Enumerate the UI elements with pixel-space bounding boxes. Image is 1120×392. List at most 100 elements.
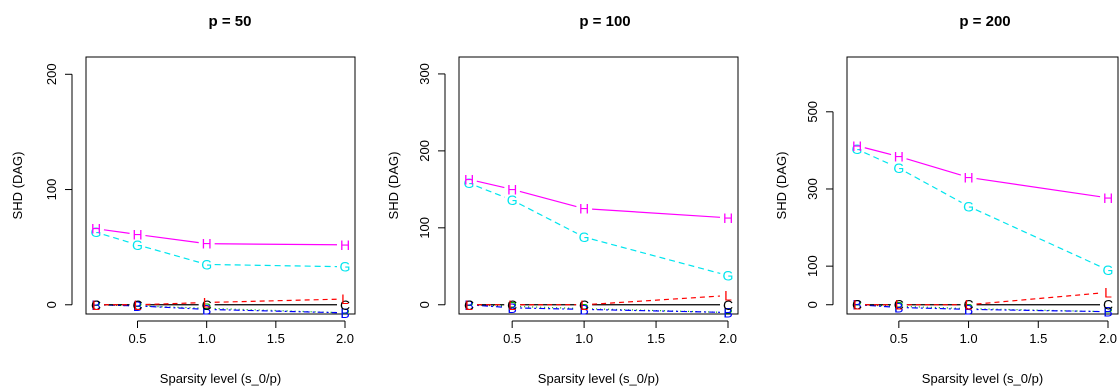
data-point-marker: L (1104, 284, 1112, 300)
x-tick-label: 2.0 (1099, 331, 1117, 346)
series-segment (145, 234, 199, 244)
series-segment (976, 308, 1101, 313)
data-point-marker: P (894, 298, 903, 314)
series-segment (214, 263, 338, 268)
data-point-marker: H (963, 169, 973, 185)
x-tick-label: 0.5 (890, 331, 908, 346)
data-point-marker: C (464, 297, 474, 313)
data-point-marker: B (894, 299, 903, 315)
data-point-marker: L (965, 297, 973, 313)
series-segment (145, 305, 199, 310)
data-point-marker: B (964, 301, 973, 317)
panel-3: p = 200 0.5 1.0 1.5 2.0 Sparsity level (s_0/p… (774, 13, 1119, 386)
y-tick-label: 100 (805, 255, 820, 277)
data-point-marker: H (894, 149, 904, 165)
data-point-marker: P (1103, 304, 1112, 320)
data-point-marker: P (464, 297, 473, 313)
series-segment (214, 308, 338, 314)
x-axis-label: Sparsity level (s_0/p) (922, 371, 1043, 386)
data-point-marker: G (579, 229, 590, 245)
data-point-marker: L (92, 297, 100, 313)
data-point-marker: P (91, 297, 100, 313)
series-segment (864, 151, 892, 166)
series-segment (214, 307, 338, 314)
y-tick-label: 200 (417, 140, 432, 162)
series-segment (906, 307, 961, 310)
data-point-marker: P (852, 297, 861, 313)
data-point-marker: H (507, 181, 517, 197)
panel-title: p = 100 (579, 13, 630, 30)
data-point-marker: H (852, 138, 862, 154)
series-segment (214, 298, 338, 303)
panel-title: p = 50 (209, 13, 252, 30)
series-segment (592, 308, 721, 313)
series-segment (476, 304, 505, 308)
data-point-marker: H (91, 221, 101, 237)
series-segment (864, 304, 891, 308)
y-axis-label: SHD (DAG) (774, 152, 789, 220)
data-point-marker: P (340, 305, 349, 321)
y-axis-label: SHD (DAG) (10, 152, 25, 220)
series-segment (520, 307, 577, 310)
data-point-marker: G (1103, 262, 1114, 278)
y-tick-label: 200 (44, 63, 59, 85)
data-point-marker: B (464, 297, 473, 313)
panel-2: p = 100 0.5 1.0 1.5 2.0 Sparsity level (s_0/p… (386, 13, 739, 386)
panel-title: p = 200 (959, 13, 1010, 30)
data-point-marker: C (132, 297, 142, 313)
plot-frame (846, 56, 1119, 315)
series-segment (214, 243, 338, 246)
series-segment (905, 171, 962, 204)
data-point-marker: B (91, 297, 100, 313)
data-point-marker: P (579, 301, 588, 317)
series-segment (592, 208, 721, 218)
data-point-marker: G (464, 175, 475, 191)
data-point-marker: H (340, 237, 350, 253)
series-segment (519, 190, 577, 208)
y-tick-label: 300 (417, 63, 432, 85)
series-segment (976, 308, 1101, 313)
data-point-marker: B (1103, 304, 1112, 320)
data-point-marker: G (723, 268, 734, 284)
y-tick-label: 100 (44, 179, 59, 201)
data-point-marker: C (340, 297, 350, 313)
x-axis-label: Sparsity level (s_0/p) (160, 371, 281, 386)
data-point-marker: G (963, 198, 974, 214)
data-point-marker: G (893, 160, 904, 176)
data-point-marker: B (852, 297, 861, 313)
series-segment (975, 209, 1101, 268)
data-point-marker: H (579, 201, 589, 217)
series-segment (519, 203, 578, 234)
series-segment (103, 233, 131, 244)
data-point-marker: P (723, 304, 732, 320)
x-tick-label: 1.5 (267, 331, 285, 346)
series-H: H H H H (464, 171, 733, 225)
data-point-marker: C (579, 297, 589, 313)
x-tick-label: 0.5 (128, 331, 146, 346)
x-tick-label: 1.5 (647, 331, 665, 346)
x-tick-label: 1.0 (575, 331, 593, 346)
x-tick-label: 1.0 (198, 331, 216, 346)
data-point-marker: L (895, 297, 903, 313)
data-point-marker: L (724, 288, 732, 304)
y-tick-label: 500 (805, 101, 820, 123)
series-H: H H H H (91, 221, 350, 253)
series-segment (103, 304, 130, 307)
data-point-marker: B (202, 301, 211, 317)
x-tick-label: 2.0 (336, 331, 354, 346)
data-point-marker: B (507, 300, 516, 316)
data-point-marker: H (1103, 190, 1113, 206)
data-point-marker: P (133, 298, 142, 314)
data-point-marker: L (203, 294, 211, 310)
data-point-marker: C (963, 297, 973, 313)
data-point-marker: L (853, 297, 861, 313)
series-segment (906, 305, 961, 309)
